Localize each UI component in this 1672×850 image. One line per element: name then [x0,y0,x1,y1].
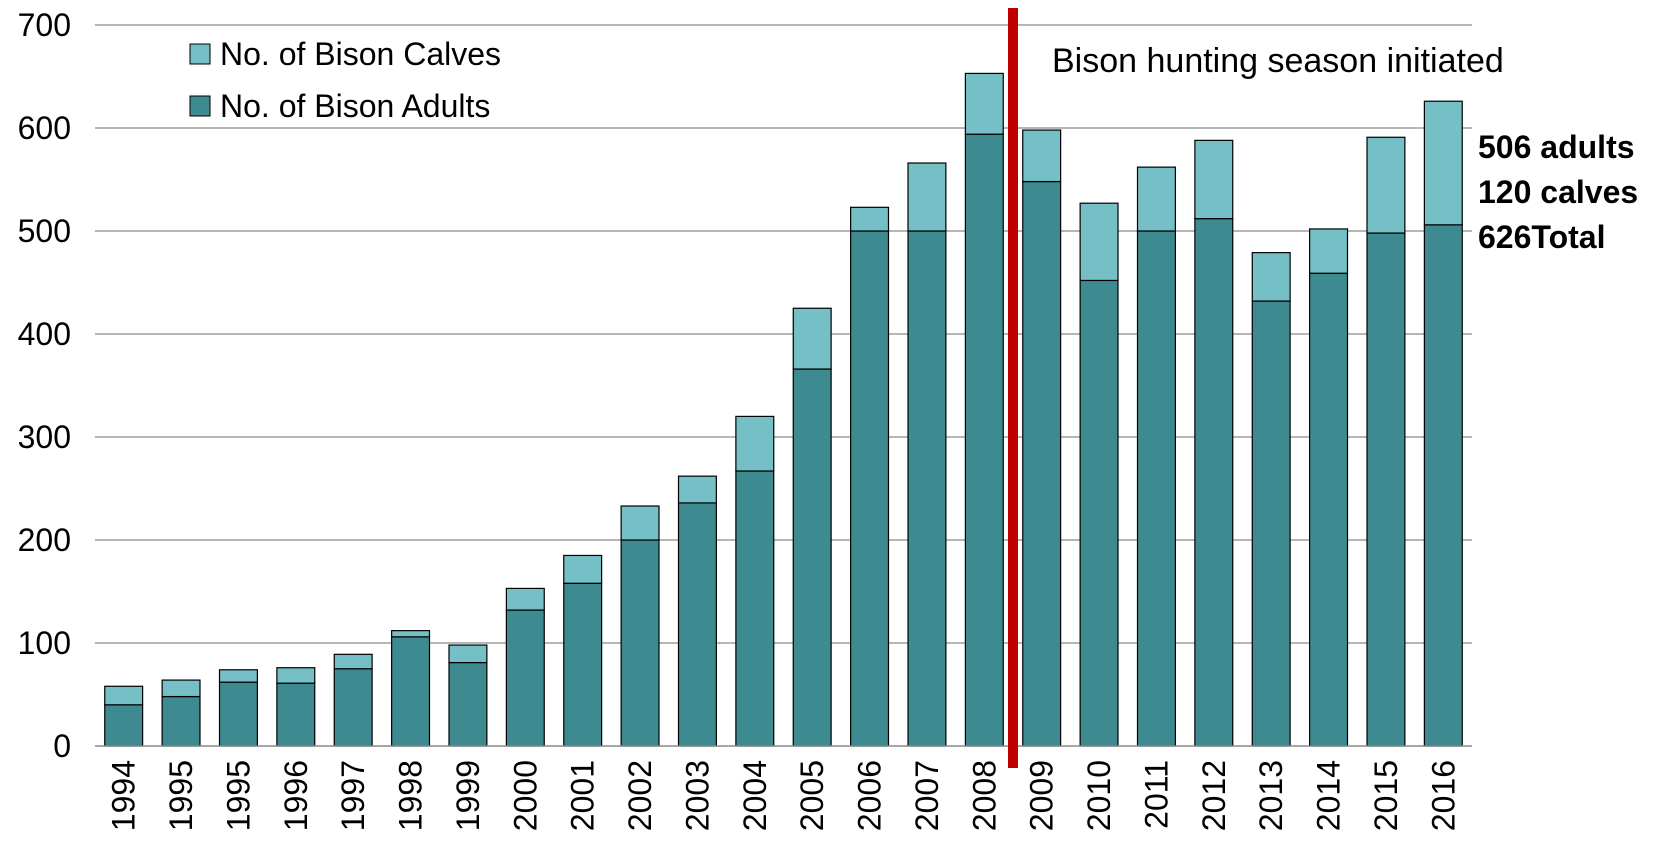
bar-adults [1194,218,1234,747]
legend-swatch [189,95,211,117]
x-tick-label: 2010 [1081,760,1117,831]
bar-calves [505,587,545,611]
bar-calves [391,630,431,638]
hunting-marker: Bison hunting season initiated [1008,8,1504,768]
x-tick-label: 2000 [507,760,543,831]
bar-adults [792,368,832,747]
y-tick-label: 300 [18,419,71,455]
bar-calves [1194,139,1234,220]
bar-adults [850,230,890,747]
bars [104,72,1463,747]
bar-adults [1136,230,1176,747]
bar-calves [677,475,717,504]
bar-adults [161,695,201,747]
bar-adults [276,682,316,747]
bar-calves [1079,202,1119,282]
bar-calves [104,685,144,706]
bar-adults [964,133,1004,747]
gridlines [95,24,1472,644]
x-tick-label: 1995 [163,760,199,831]
bar-calves [907,162,947,232]
x-tick-label: 2005 [794,760,830,831]
bar-adults [218,681,258,747]
x-tick-label: 2004 [737,760,773,831]
bar-adults [1309,272,1349,747]
y-tick-label: 100 [18,625,71,661]
bar-calves [333,653,373,670]
bar-calves [1251,252,1291,302]
bar-adults [907,230,947,747]
y-tick-label: 400 [18,316,71,352]
x-tick-label: 2014 [1311,760,1347,831]
y-tick-label: 500 [18,213,71,249]
bar-adults [620,539,660,747]
annotation-line: 120 calves [1478,174,1638,210]
bar-calves [161,679,201,698]
x-tick-label: 2008 [966,760,1002,831]
bar-calves [218,669,258,683]
x-tick-label: 2002 [622,760,658,831]
annotation-line: 506 adults [1478,129,1635,165]
x-tick-label: 2001 [565,760,601,831]
bar-adults [1366,232,1406,747]
x-tick-label: 2007 [909,760,945,831]
bar-adults [448,661,488,747]
bar-calves [448,644,488,664]
bar-calves [964,72,1004,135]
legend-label: No. of Bison Adults [220,88,490,124]
x-tick-label: 1999 [450,760,486,831]
x-tick-label: 2006 [852,760,888,831]
legend-swatch [189,43,211,65]
y-tick-label: 200 [18,522,71,558]
x-tick-label: 2015 [1368,760,1404,831]
x-tick-label: 2013 [1253,760,1289,831]
bar-calves [850,206,890,232]
hunting-start-label: Bison hunting season initiated [1052,42,1504,80]
x-tick-label: 1994 [106,760,142,831]
bar-calves [792,307,832,370]
bar-calves [1423,100,1463,226]
bar-adults [1423,224,1463,747]
legend: No. of Bison Calves No. of Bison Adults [189,36,501,124]
x-tick-label: 1997 [335,760,371,831]
bar-adults [391,636,431,747]
bar-calves [1366,136,1406,234]
bar-adults [1022,180,1062,747]
bar-adults [677,502,717,747]
bar-adults [104,704,144,747]
y-tick-label: 700 [18,7,71,43]
legend-label: No. of Bison Calves [220,36,501,72]
bar-calves [1136,166,1176,232]
bar-adults [1079,279,1119,747]
x-tick-label: 2009 [1024,760,1060,831]
x-tick-label: 2012 [1196,760,1232,831]
bar-calves [276,667,316,684]
y-tick-label: 600 [18,110,71,146]
bar-calves [563,554,603,584]
bar-calves [1309,228,1349,274]
y-tick-label: 0 [53,728,71,764]
bar-adults [735,470,775,747]
x-tick-label: 1998 [393,760,429,831]
bar-adults [505,609,545,747]
x-tick-label: 2016 [1425,760,1461,831]
annotation-line: 626Total [1478,219,1605,255]
x-axis: 1994 1995 1995 1996 1997 1998 1999 2000 2001 2002… [95,745,1472,831]
annotation: 506 adults 120 calves 626Total [1478,129,1638,255]
bar-calves [1022,129,1062,183]
bar-adults [1251,300,1291,747]
x-tick-label: 1996 [278,760,314,831]
bar-adults [563,582,603,747]
x-tick-label: 1995 [220,760,256,831]
bar-calves [735,415,775,472]
x-tick-label: 2003 [679,760,715,831]
y-axis: 0 100 200 300 400 500 600 700 [18,7,71,764]
bar-calves [620,505,660,541]
bar-adults [333,668,373,747]
x-tick-label: 2011 [1138,760,1174,829]
